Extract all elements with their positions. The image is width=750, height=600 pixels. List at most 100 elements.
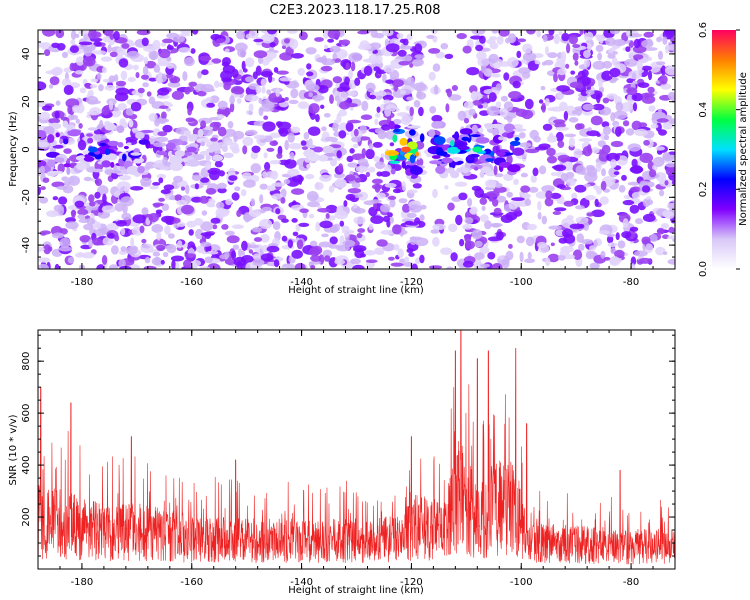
spectrogram-speckle — [416, 89, 422, 98]
spectrogram-speckle — [506, 191, 513, 198]
snr-y-tick-label: 400 — [21, 456, 32, 475]
spectrogram-speckle — [404, 256, 410, 263]
spectrogram-speckle — [595, 186, 603, 195]
spectrogram-speckle — [566, 43, 571, 54]
spectrogram-speckle — [83, 223, 94, 231]
spectrogram-speckle — [637, 82, 650, 88]
spectrogram-echo-blob — [407, 125, 421, 129]
spectrogram-speckle — [214, 161, 223, 168]
spectrogram-echo-blob — [431, 155, 441, 159]
spectrogram-speckle — [364, 250, 376, 256]
spectrogram-speckle — [565, 171, 575, 179]
spectrogram-speckle — [391, 79, 404, 88]
spectrogram-speckle — [172, 35, 185, 43]
spectrogram-speckle — [102, 193, 107, 204]
spectrogram-speckle — [361, 100, 369, 111]
spectrogram-speckle — [667, 258, 675, 265]
spectrogram-speckle — [287, 30, 298, 34]
spectrogram-speckle — [574, 184, 587, 193]
spectrogram-speckle — [500, 214, 514, 223]
spectrogram-speckle — [466, 39, 474, 48]
spectrogram-speckle — [419, 254, 425, 264]
spectrogram-speckle — [629, 204, 640, 214]
spectrogram-speckle — [41, 105, 53, 111]
spectrogram-speckle — [329, 94, 334, 104]
spectrogram-speckle — [349, 148, 355, 154]
spectrogram-speckle — [468, 108, 476, 116]
spectrogram-speckle — [114, 234, 120, 242]
spectrogram-speckle — [38, 41, 45, 48]
spectrogram-speckle — [655, 146, 665, 151]
spectrogram-speckle — [224, 128, 236, 137]
spectrogram-speckle — [323, 30, 329, 39]
spectrogram-speckle — [253, 50, 268, 59]
spectrogram-speckle — [634, 128, 648, 137]
spectrogram-speckle — [546, 147, 556, 157]
spectrogram-speckle — [275, 87, 281, 97]
spectrogram-speckle — [647, 70, 653, 81]
spectrogram-speckle — [305, 173, 315, 180]
spectrogram-echo-blob — [62, 120, 69, 128]
spectrogram-speckle — [171, 259, 176, 269]
spectrogram-speckle — [116, 181, 131, 192]
spectrogram-x-tick-label: -100 — [510, 277, 533, 288]
spectrogram-speckle — [553, 72, 558, 83]
spectrogram-speckle — [651, 111, 666, 120]
spectrogram-speckle — [601, 168, 606, 177]
spectrogram-speckle — [495, 83, 502, 92]
spectrogram-speckle — [546, 155, 558, 164]
spectrogram-speckle — [67, 104, 73, 115]
spectrogram-speckle — [245, 262, 255, 269]
spectrogram-speckle — [264, 102, 275, 109]
spectrogram-speckle — [53, 204, 64, 212]
spectrogram-speckle — [253, 237, 263, 242]
spectrogram-speckle — [96, 72, 102, 80]
spectrogram-speckle — [129, 186, 144, 191]
spectrogram-speckle — [589, 262, 600, 269]
spectrogram-speckle — [435, 51, 445, 59]
spectrogram-speckle — [491, 263, 503, 269]
spectrogram-echo-blob — [67, 129, 81, 137]
spectrogram-speckle — [90, 31, 102, 39]
spectrogram-speckle — [61, 78, 72, 87]
spectrogram-speckle — [276, 152, 283, 159]
spectrogram-ticks: -180 -160 -140 -120 -100 -80 -40 -20 0 20 40 — [21, 29, 676, 288]
spectrogram-speckle — [121, 43, 130, 49]
spectrogram-speckle — [54, 110, 60, 119]
spectrogram-speckle — [152, 202, 164, 207]
spectrogram-speckle — [167, 63, 174, 69]
spectrogram-speckle — [548, 225, 563, 230]
spectrogram-echo-blob — [135, 131, 145, 139]
spectrogram-speckle — [242, 145, 248, 155]
spectrogram-speckle — [525, 236, 535, 247]
spectrogram-speckle — [574, 60, 579, 66]
spectrogram-speckle — [227, 167, 236, 177]
spectrogram-speckle — [556, 85, 570, 92]
spectrogram-echo-blob — [221, 145, 228, 152]
spectrogram-speckle — [93, 41, 102, 47]
spectrogram-speckle — [365, 171, 371, 178]
spectrogram-speckle — [268, 73, 273, 83]
spectrogram-echo-blob — [479, 171, 485, 178]
spectrogram-speckle — [408, 252, 415, 257]
spectrogram-speckle — [258, 97, 263, 104]
spectrogram-speckle — [440, 43, 449, 50]
spectrogram-speckle — [320, 65, 333, 72]
spectrogram-speckle — [336, 245, 350, 252]
spectrogram-echo-blob — [140, 129, 154, 134]
spectrogram-speckle — [390, 58, 405, 69]
spectrogram-echo-blob — [47, 134, 55, 143]
spectrogram-speckle — [506, 154, 513, 165]
spectrogram-speckle — [660, 223, 670, 229]
spectrogram-speckle — [70, 30, 77, 40]
spectrogram-speckle — [558, 237, 568, 244]
spectrogram-echo-peak — [87, 146, 98, 153]
spectrogram-speckle — [665, 163, 675, 168]
spectrogram-speckle — [323, 113, 331, 118]
spectrogram-speckle — [370, 215, 384, 225]
spectrogram-speckle — [194, 183, 199, 190]
spectrogram-speckle — [240, 189, 247, 197]
spectrogram-speckle — [536, 30, 542, 38]
spectrogram-speckle — [87, 100, 101, 105]
spectrogram-speckle — [508, 243, 513, 249]
